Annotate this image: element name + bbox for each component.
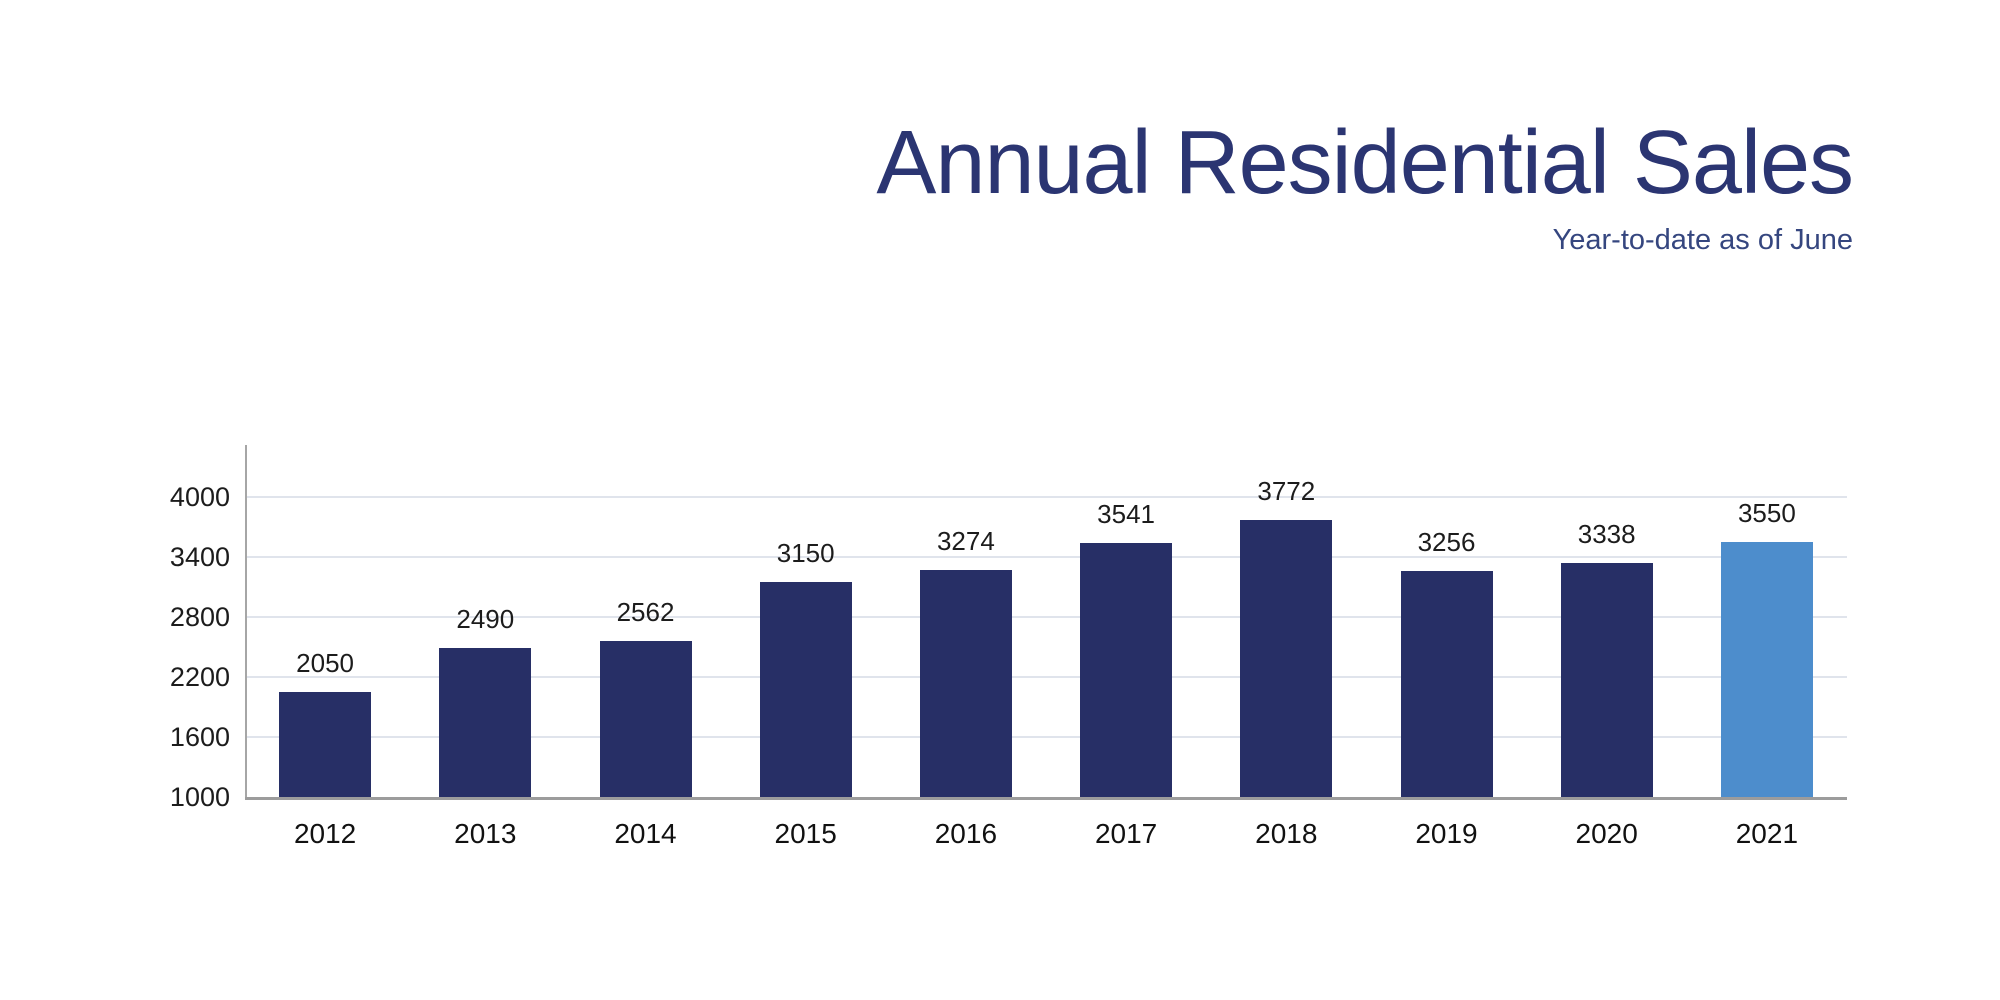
bar-2014 [599, 640, 692, 797]
bar-2012 [279, 692, 372, 797]
x-axis-label-2017: 2017 [1094, 818, 1158, 849]
bar-value-label-2014: 2562 [616, 596, 675, 627]
y-tick-label-4000: 4000 [169, 482, 230, 512]
x-axis-label-2019: 2019 [1415, 818, 1478, 849]
y-tick-label-2200: 2200 [169, 662, 230, 692]
bar-2021 [1720, 542, 1813, 797]
y-tick-label-1600: 1600 [169, 722, 230, 752]
gridline-3400 [245, 556, 1847, 558]
bar-2020 [1560, 563, 1653, 797]
bar-value-label-2017: 3541 [1097, 498, 1156, 529]
x-axis-label-2016: 2016 [934, 818, 998, 849]
chart-header: Annual Residential Sales Year-to-date as… [876, 113, 1854, 257]
bar-value-label-2012: 2050 [296, 648, 355, 678]
bar-value-label-2013: 2490 [456, 604, 515, 634]
bar-2017 [1080, 542, 1173, 797]
x-axis-label-2013: 2013 [454, 818, 517, 849]
bar-value-label-2015: 3150 [776, 538, 835, 568]
gridline-4000 [245, 496, 1847, 498]
y-tick-label-2800: 2800 [169, 602, 230, 632]
bar-2019 [1400, 571, 1493, 797]
y-axis-line [245, 445, 247, 800]
chart-title: Annual Residential Sales [876, 113, 1854, 213]
y-tick-label-1000: 1000 [169, 782, 230, 812]
bar-value-label-2021: 3550 [1737, 498, 1796, 528]
x-axis-label-2014: 2014 [614, 818, 677, 849]
gridline-2800 [245, 616, 1847, 618]
bar-2016 [919, 569, 1012, 797]
bar-2013 [439, 648, 532, 797]
gridline-1600 [245, 736, 1847, 738]
x-axis-line [245, 797, 1847, 800]
x-axis-label-2015: 2015 [774, 818, 837, 849]
bar-2018 [1240, 519, 1333, 797]
bar-value-label-2016: 3274 [936, 525, 995, 556]
bar-2015 [759, 582, 852, 797]
bar-value-label-2018: 3772 [1257, 475, 1316, 506]
chart-subtitle: Year-to-date as of June [1552, 224, 1853, 256]
x-axis-label-2012: 2012 [293, 818, 357, 849]
x-axis-label-2021: 2021 [1735, 818, 1799, 849]
bar-value-label-2020: 3338 [1577, 519, 1636, 550]
y-tick-label-3400: 3400 [169, 542, 230, 572]
x-axis-label-2020: 2020 [1575, 818, 1638, 849]
x-axis-label-2018: 2018 [1255, 818, 1318, 849]
bar-value-label-2019: 3256 [1417, 527, 1476, 558]
gridline-2200 [245, 676, 1847, 678]
